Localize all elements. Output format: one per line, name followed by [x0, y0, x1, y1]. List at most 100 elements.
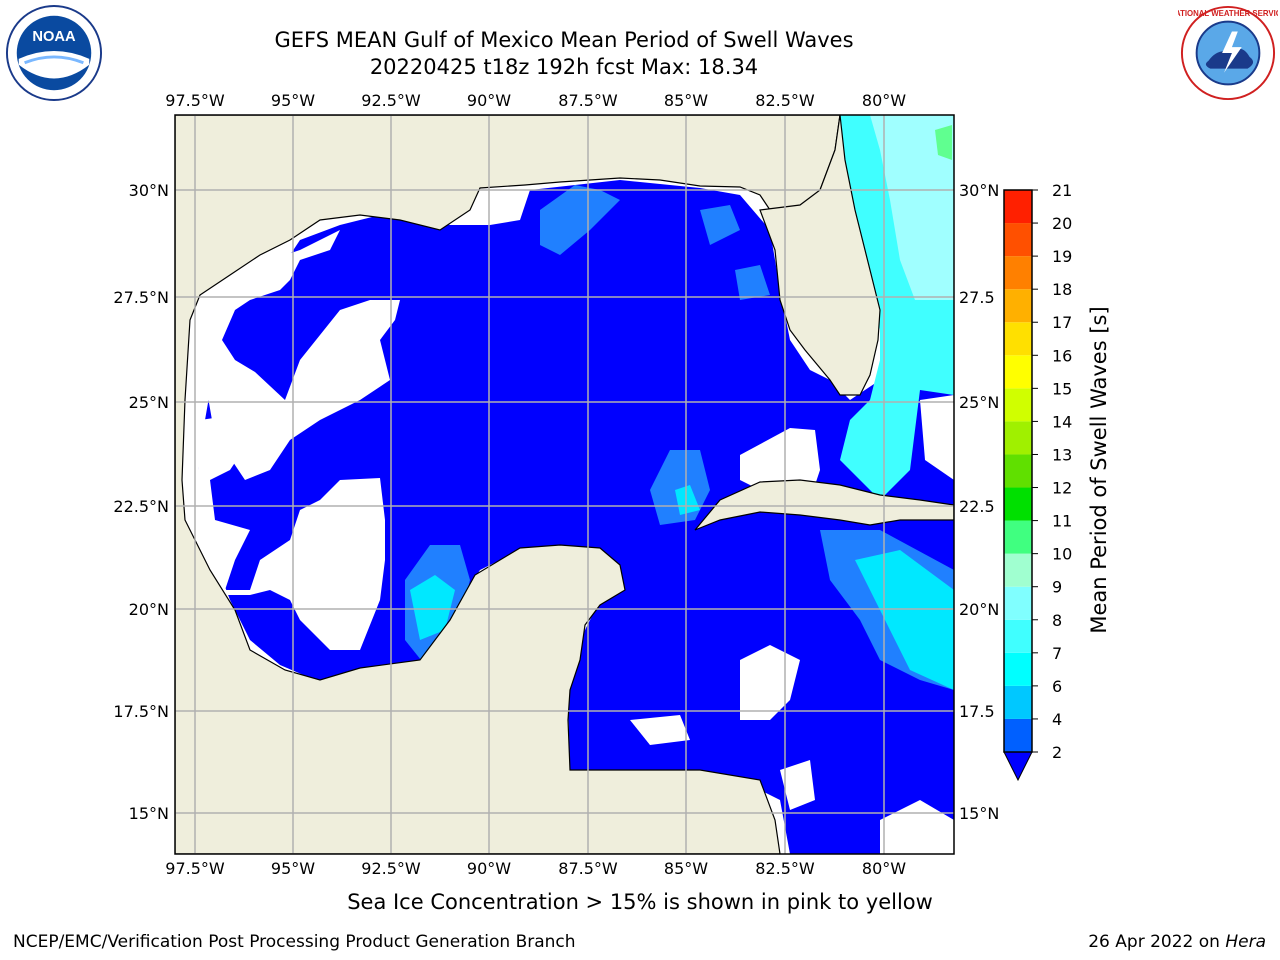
colorbar-swatch — [1004, 388, 1032, 422]
colorbar-tick-label: 10 — [1052, 545, 1072, 564]
colorbar-swatch — [1004, 586, 1032, 620]
credit-machine: Hera — [1225, 932, 1266, 952]
lat-tick: 20°N — [959, 600, 999, 619]
lat-tick: 30°N — [959, 181, 999, 200]
lon-tick: 87.5°W — [558, 859, 618, 878]
colorbar-swatch — [1004, 520, 1032, 554]
lat-ticks-left: 30°N 27.5°N 25°N 22.5°N 20°N 17.5°N 15°N — [113, 181, 169, 823]
colorbar-tick-label: 11 — [1052, 512, 1072, 531]
land-cuba — [694, 479, 954, 531]
no-data-south — [780, 760, 815, 810]
lon-tick: 97.5°W — [165, 91, 225, 110]
lat-tick: 25°N — [959, 393, 999, 412]
colorbar-swatch — [1004, 454, 1032, 488]
no-data-caribbean-2 — [630, 715, 690, 745]
lon-tick: 85°W — [664, 859, 708, 878]
colorbar: 2 4 6 7 8 9 10 11 12 13 14 15 16 17 18 19 20 21 — [1003, 181, 1072, 782]
colorbar-swatch — [1004, 685, 1032, 719]
lon-tick: 92.5°W — [361, 859, 421, 878]
no-data-texas — [205, 230, 400, 480]
lon-ticks-bottom: 97.5°W 95°W 92.5°W 90°W 87.5°W 85°W 82.5… — [165, 859, 906, 878]
nws-logo: NATIONAL WEATHER SERVICE — [1178, 5, 1278, 101]
colorbar-swatch — [1004, 619, 1032, 653]
lat-tick: 27.5°N — [113, 288, 169, 307]
swell-patch-4-6-yucatan — [675, 485, 700, 515]
land-florida — [759, 115, 881, 396]
colorbar-tick-label: 6 — [1052, 677, 1062, 696]
swell-patch-4-6-bay — [410, 575, 455, 640]
colorbar-tick-label: 13 — [1052, 445, 1072, 464]
colorbar-swatch — [1004, 652, 1032, 686]
colorbar-swatch — [1004, 355, 1032, 389]
colorbar-frame — [1003, 189, 1033, 753]
footnote: Sea Ice Concentration > 15% is shown in … — [347, 890, 933, 914]
no-data-east — [920, 395, 954, 480]
colorbar-swatch — [1004, 487, 1032, 521]
lat-tick: 20°N — [129, 600, 169, 619]
colorbar-swatch — [1004, 421, 1032, 455]
map-frame — [174, 114, 955, 855]
lon-tick: 85°W — [664, 91, 708, 110]
lat-tick: 25°N — [129, 393, 169, 412]
lon-tick: 95°W — [271, 91, 315, 110]
noaa-logo: NOAA — [5, 4, 103, 102]
lat-tick: 17.5°N — [113, 702, 169, 721]
map-area — [175, 115, 954, 854]
graticule — [175, 115, 954, 854]
colorbar-tick-label: 17 — [1052, 313, 1072, 332]
swell-atlantic-green — [935, 125, 952, 160]
lat-tick: 30°N — [129, 181, 169, 200]
credit-left: NCEP/EMC/Verification Post Processing Pr… — [13, 932, 576, 952]
lon-tick: 80°W — [862, 91, 906, 110]
nws-logo-text: NATIONAL WEATHER SERVICE — [1178, 9, 1278, 18]
colorbar-swatch — [1004, 322, 1032, 356]
lat-tick: 15°N — [129, 804, 169, 823]
colorbar-swatch — [1004, 553, 1032, 587]
swell-atlantic-light — [870, 115, 954, 300]
lat-tick: 22.5 — [959, 497, 995, 516]
colorbar-label: Mean Period of Swell Waves [s] — [1087, 306, 1111, 633]
colorbar-swatch — [1004, 289, 1032, 323]
colorbar-tick-label: 8 — [1052, 611, 1062, 630]
colorbar-swatch — [1004, 256, 1032, 290]
colorbar-tick-label: 9 — [1052, 578, 1062, 597]
credit-right: 26 Apr 2022 on Hera — [1088, 932, 1266, 952]
lon-tick: 90°W — [467, 859, 511, 878]
no-data-west — [198, 415, 385, 650]
colorbar-tick-label: 14 — [1052, 412, 1072, 431]
swell-patch-2-4-ne — [700, 205, 740, 245]
lon-tick: 82.5°W — [755, 91, 815, 110]
map-title: GEFS MEAN Gulf of Mexico Mean Period of … — [274, 28, 854, 52]
colorbar-tick-label: 4 — [1052, 710, 1062, 729]
lat-tick: 27.5 — [959, 288, 995, 307]
colorbar-tick-label: 18 — [1052, 280, 1072, 299]
lon-tick: 82.5°W — [755, 859, 815, 878]
lat-tick: 17.5 — [959, 702, 995, 721]
land-north-us — [175, 115, 841, 854]
colorbar-extend-arrow — [1003, 751, 1033, 782]
colorbar-swatch — [1004, 223, 1032, 257]
lon-tick: 95°W — [271, 859, 315, 878]
colorbar-tick-label: 2 — [1052, 743, 1062, 762]
swell-patch-4-6-carib — [855, 550, 954, 690]
credit-date: 26 Apr 2022 on — [1088, 932, 1226, 952]
lon-tick: 97.5°W — [165, 859, 225, 878]
colorbar-tick-label: 21 — [1052, 181, 1072, 200]
colorbar-tick-label: 7 — [1052, 644, 1062, 663]
swell-patch-2-4-ne2 — [735, 265, 770, 300]
lon-tick: 92.5°W — [361, 91, 421, 110]
lat-tick: 15°N — [959, 804, 999, 823]
lon-ticks-top: 97.5°W 95°W 92.5°W 90°W 87.5°W 85°W 82.5… — [165, 91, 906, 110]
colorbar-tick-label: 15 — [1052, 379, 1072, 398]
colorbar-tick-label: 16 — [1052, 346, 1072, 365]
colorbar-swatch — [1004, 190, 1032, 224]
map-subtitle: 20220425 t18z 192h fcst Max: 18.34 — [369, 55, 759, 79]
lon-tick: 87.5°W — [558, 91, 618, 110]
colorbar-tick-label: 19 — [1052, 247, 1072, 266]
colorbar-tick-label: 20 — [1052, 214, 1072, 233]
lon-tick: 90°W — [467, 91, 511, 110]
colorbar-swatch — [1004, 718, 1032, 752]
swell-patch-2-4-north — [540, 185, 620, 255]
noaa-logo-text: NOAA — [32, 29, 76, 45]
